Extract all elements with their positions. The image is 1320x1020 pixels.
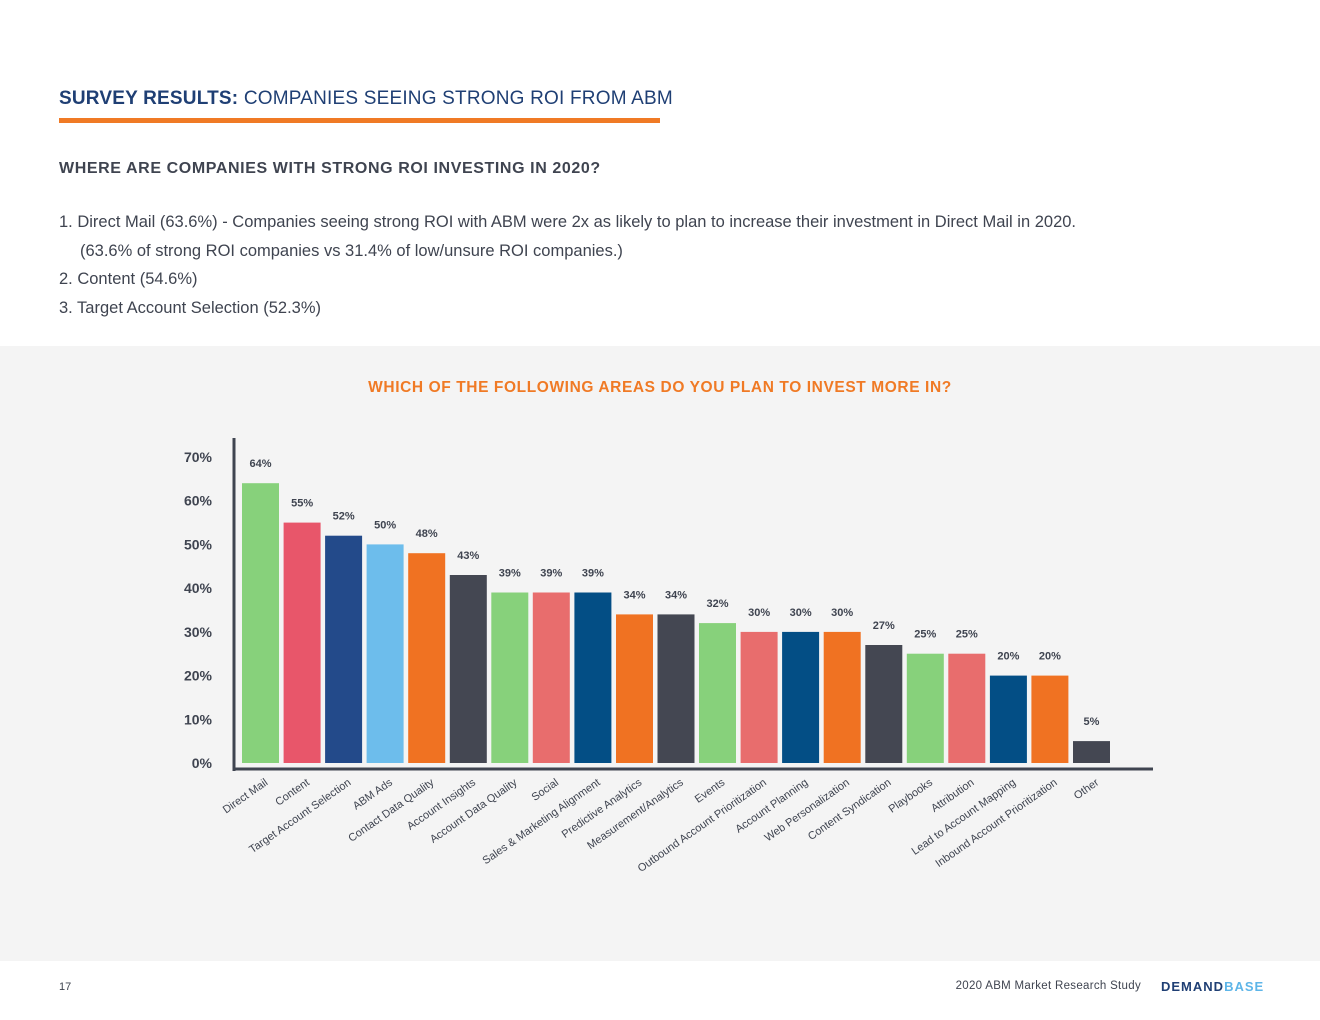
bar xyxy=(491,592,529,763)
category-label: Playbooks xyxy=(887,776,936,815)
bar-value-label: 5% xyxy=(1084,716,1100,728)
bar xyxy=(740,631,778,763)
y-tick-label: 70% xyxy=(184,449,213,465)
finding-item-3: 3. Target Account Selection (52.3%) xyxy=(59,298,322,317)
demandbase-logo: DEMANDBASE xyxy=(1161,979,1264,994)
bar-value-label: 34% xyxy=(623,589,645,601)
bar xyxy=(325,535,363,763)
bar-value-label: 25% xyxy=(956,629,978,641)
finding-item-1-detail: (63.6% of strong ROI companies vs 31.4% … xyxy=(80,241,623,260)
bar-value-label: 39% xyxy=(499,568,521,580)
bar xyxy=(1073,741,1110,763)
category-label: Social xyxy=(530,777,561,804)
bar xyxy=(948,653,986,763)
bar xyxy=(782,631,820,763)
page-number: 17 xyxy=(59,981,72,993)
bar-value-label: 30% xyxy=(831,607,853,619)
bar xyxy=(574,592,612,763)
category-label: Direct Mail xyxy=(221,777,270,817)
bar-value-label: 30% xyxy=(790,607,812,619)
bar-value-label: 32% xyxy=(706,598,728,610)
y-tick-label: 0% xyxy=(192,755,213,771)
header-underline xyxy=(59,118,660,123)
bar-value-label: 52% xyxy=(333,511,355,523)
bar-value-label: 30% xyxy=(748,607,770,619)
bar-value-label: 50% xyxy=(374,519,396,531)
page-header: SURVEY RESULTS: COMPANIES SEEING STRONG … xyxy=(59,88,673,110)
bar xyxy=(823,631,861,763)
bar-value-label: 64% xyxy=(249,458,271,470)
y-tick-label: 60% xyxy=(184,493,213,509)
y-tick-label: 50% xyxy=(184,536,213,552)
chart-title: WHICH OF THE FOLLOWING AREAS DO YOU PLAN… xyxy=(368,379,952,396)
bar xyxy=(408,553,446,763)
bar xyxy=(242,483,279,763)
category-label: Other xyxy=(1072,776,1102,802)
findings-list: 1. Direct Mail (63.6%) - Companies seein… xyxy=(59,208,1259,322)
bar-value-label: 48% xyxy=(416,528,438,540)
bar-value-label: 39% xyxy=(540,568,562,580)
bar xyxy=(1031,675,1069,763)
bar xyxy=(616,614,653,763)
bar-value-label: 43% xyxy=(457,550,479,562)
logo-text-dark: DEMAND xyxy=(1161,979,1225,994)
finding-item-1: 1. Direct Mail (63.6%) - Companies seein… xyxy=(59,213,1077,231)
bar xyxy=(906,653,944,763)
study-title: 2020 ABM Market Research Study xyxy=(955,980,1141,992)
bar xyxy=(989,675,1027,763)
finding-item-2: 2. Content (54.6%) xyxy=(59,270,198,288)
bar-value-label: 55% xyxy=(291,498,313,510)
bar-value-label: 20% xyxy=(1039,651,1061,663)
y-tick-label: 10% xyxy=(184,711,213,727)
bar xyxy=(657,614,695,763)
bar-value-label: 25% xyxy=(914,629,936,641)
bar xyxy=(865,645,903,763)
section-question: WHERE ARE COMPANIES WITH STRONG ROI INVE… xyxy=(59,160,601,177)
bar-value-label: 39% xyxy=(582,568,604,580)
bar xyxy=(449,575,487,763)
y-tick-label: 40% xyxy=(184,580,213,596)
bar xyxy=(283,522,321,763)
bar xyxy=(532,592,570,763)
bar-value-label: 27% xyxy=(873,620,895,632)
bar-value-label: 20% xyxy=(997,651,1019,663)
bar xyxy=(699,623,736,763)
header-title-strong: SURVEY RESULTS: xyxy=(59,88,239,109)
y-tick-label: 20% xyxy=(184,668,213,684)
header-title-rest: COMPANIES SEEING STRONG ROI FROM ABM xyxy=(243,88,673,109)
y-tick-label: 30% xyxy=(184,624,213,640)
category-label: Account Insights xyxy=(405,776,478,832)
bar-value-label: 34% xyxy=(665,589,687,601)
logo-text-light: BASE xyxy=(1224,979,1265,994)
bar xyxy=(366,544,404,763)
category-label: Events xyxy=(693,776,728,805)
